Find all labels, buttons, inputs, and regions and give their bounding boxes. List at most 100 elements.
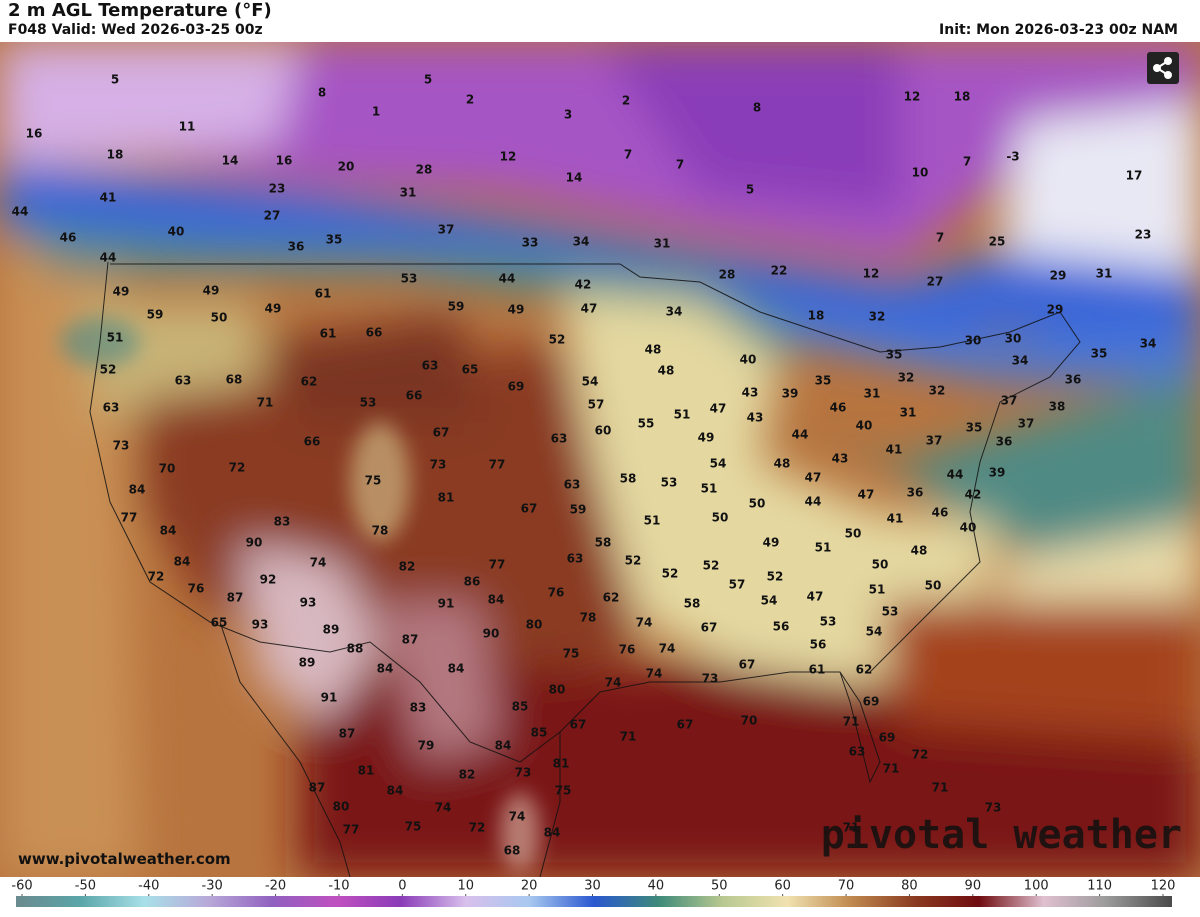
temperature-label: 69 (863, 695, 880, 709)
temperature-label: 43 (747, 411, 764, 425)
temperature-label: 42 (575, 278, 592, 292)
temperature-label: 77 (489, 458, 506, 472)
temperature-label: 50 (712, 511, 729, 525)
temperature-label: 83 (410, 701, 427, 715)
temperature-label: 72 (912, 748, 929, 762)
temperature-label: 36 (907, 486, 924, 500)
temperature-label: 44 (100, 251, 117, 265)
temperature-label: 25 (989, 235, 1006, 249)
temperature-label: 82 (399, 560, 416, 574)
temperature-label: 1 (372, 105, 380, 119)
colorbar-tick-label: -40 (138, 879, 159, 894)
temperature-label: 66 (366, 326, 383, 340)
temperature-label: 30 (965, 334, 982, 348)
temperature-label: 32 (898, 371, 915, 385)
temperature-label: 62 (603, 591, 620, 605)
temperature-label: 75 (555, 784, 572, 798)
temperature-label: 84 (387, 784, 404, 798)
temperature-label: 40 (960, 521, 977, 535)
temperature-label: 41 (100, 191, 117, 205)
temperature-label: 63 (564, 478, 581, 492)
colorbar-tick-label: 20 (521, 879, 538, 894)
temperature-label: 74 (659, 642, 676, 656)
temperature-label: 43 (832, 452, 849, 466)
temperature-label: 84 (448, 662, 465, 676)
temperature-label: 77 (489, 558, 506, 572)
temperature-label: 74 (605, 676, 622, 690)
temperature-label: 22 (771, 264, 788, 278)
temperature-label: -3 (1006, 150, 1019, 164)
temperature-label: 51 (815, 541, 832, 555)
temperature-label: 75 (365, 474, 382, 488)
temperature-label: 47 (581, 302, 598, 316)
temperature-label: 72 (229, 461, 246, 475)
temperature-label: 3 (564, 108, 572, 122)
share-button[interactable] (1147, 52, 1179, 84)
temperature-label: 41 (886, 443, 903, 457)
temperature-label: 37 (1018, 417, 1035, 431)
temperature-label: 77 (343, 823, 360, 837)
temperature-label: 73 (702, 672, 719, 686)
temperature-label: 47 (710, 402, 727, 416)
temperature-label: 87 (309, 781, 326, 795)
temperature-label: 71 (620, 730, 637, 744)
temperature-label: 54 (866, 625, 883, 639)
temperature-label: 43 (742, 386, 759, 400)
temperature-label: 35 (1091, 347, 1108, 361)
temperature-label: 84 (495, 739, 512, 753)
colorbar-tick-label: 60 (774, 879, 791, 894)
temperature-label: 73 (515, 766, 532, 780)
temperature-label: 51 (107, 331, 124, 345)
temperature-label: 80 (549, 683, 566, 697)
temperature-label: 44 (12, 205, 29, 219)
temperature-label: 49 (763, 536, 780, 550)
temperature-label: 49 (508, 303, 525, 317)
temperature-label: 76 (619, 643, 636, 657)
temperature-label: 66 (304, 435, 321, 449)
temperature-label: 53 (882, 605, 899, 619)
temperature-label: 63 (849, 745, 866, 759)
temperature-label: 12 (500, 150, 517, 164)
temperature-label: 69 (879, 731, 896, 745)
temperature-label: 23 (1135, 228, 1152, 242)
temperature-label: 88 (347, 642, 364, 656)
temperature-label: 37 (926, 434, 943, 448)
temperature-label: 82 (459, 768, 476, 782)
temperature-label: 31 (864, 387, 881, 401)
temperature-label: 81 (358, 764, 375, 778)
temperature-label: 53 (820, 615, 837, 629)
colorbar-tick-label: 10 (457, 879, 474, 894)
colorbar-tick-label: 50 (711, 879, 728, 894)
temperature-label: 39 (782, 387, 799, 401)
temperature-label: 73 (430, 458, 447, 472)
temperature-label: 42 (965, 488, 982, 502)
temperature-label: 53 (360, 396, 377, 410)
colorbar-tick-label: 0 (398, 879, 406, 894)
boundaries (89, 261, 1081, 877)
temperature-label: 49 (698, 431, 715, 445)
temperature-label: 11 (179, 120, 196, 134)
temperature-label: 34 (573, 235, 590, 249)
temperature-label: 35 (815, 374, 832, 388)
temperature-label: 35 (886, 348, 903, 362)
colorbar-tick-label: -20 (265, 879, 286, 894)
temperature-label: 87 (339, 727, 356, 741)
temperature-label: 59 (147, 308, 164, 322)
colorbar-tick-label: 120 (1151, 879, 1176, 894)
temperature-label: 7 (676, 158, 684, 172)
brand-watermark: pivotal weather (821, 812, 1182, 858)
temperature-label: 67 (570, 718, 587, 732)
temperature-label: 63 (551, 432, 568, 446)
colorbar: -60 -50 -40 -30 -20 -10 0 10 20 30 40 50 60 70 80 90 100… (11, 879, 1176, 907)
temperature-label: 71 (932, 781, 949, 795)
colorbar-tick-label: 90 (965, 879, 982, 894)
temperature-label: 48 (645, 343, 662, 357)
temperature-label: 63 (175, 374, 192, 388)
colorbar-tick-label: -50 (75, 879, 96, 894)
temperature-label: 52 (767, 570, 784, 584)
temperature-label: 34 (666, 305, 683, 319)
temperature-label: 23 (269, 182, 286, 196)
temperature-label: 18 (954, 90, 971, 104)
temperature-label: 53 (661, 476, 678, 490)
